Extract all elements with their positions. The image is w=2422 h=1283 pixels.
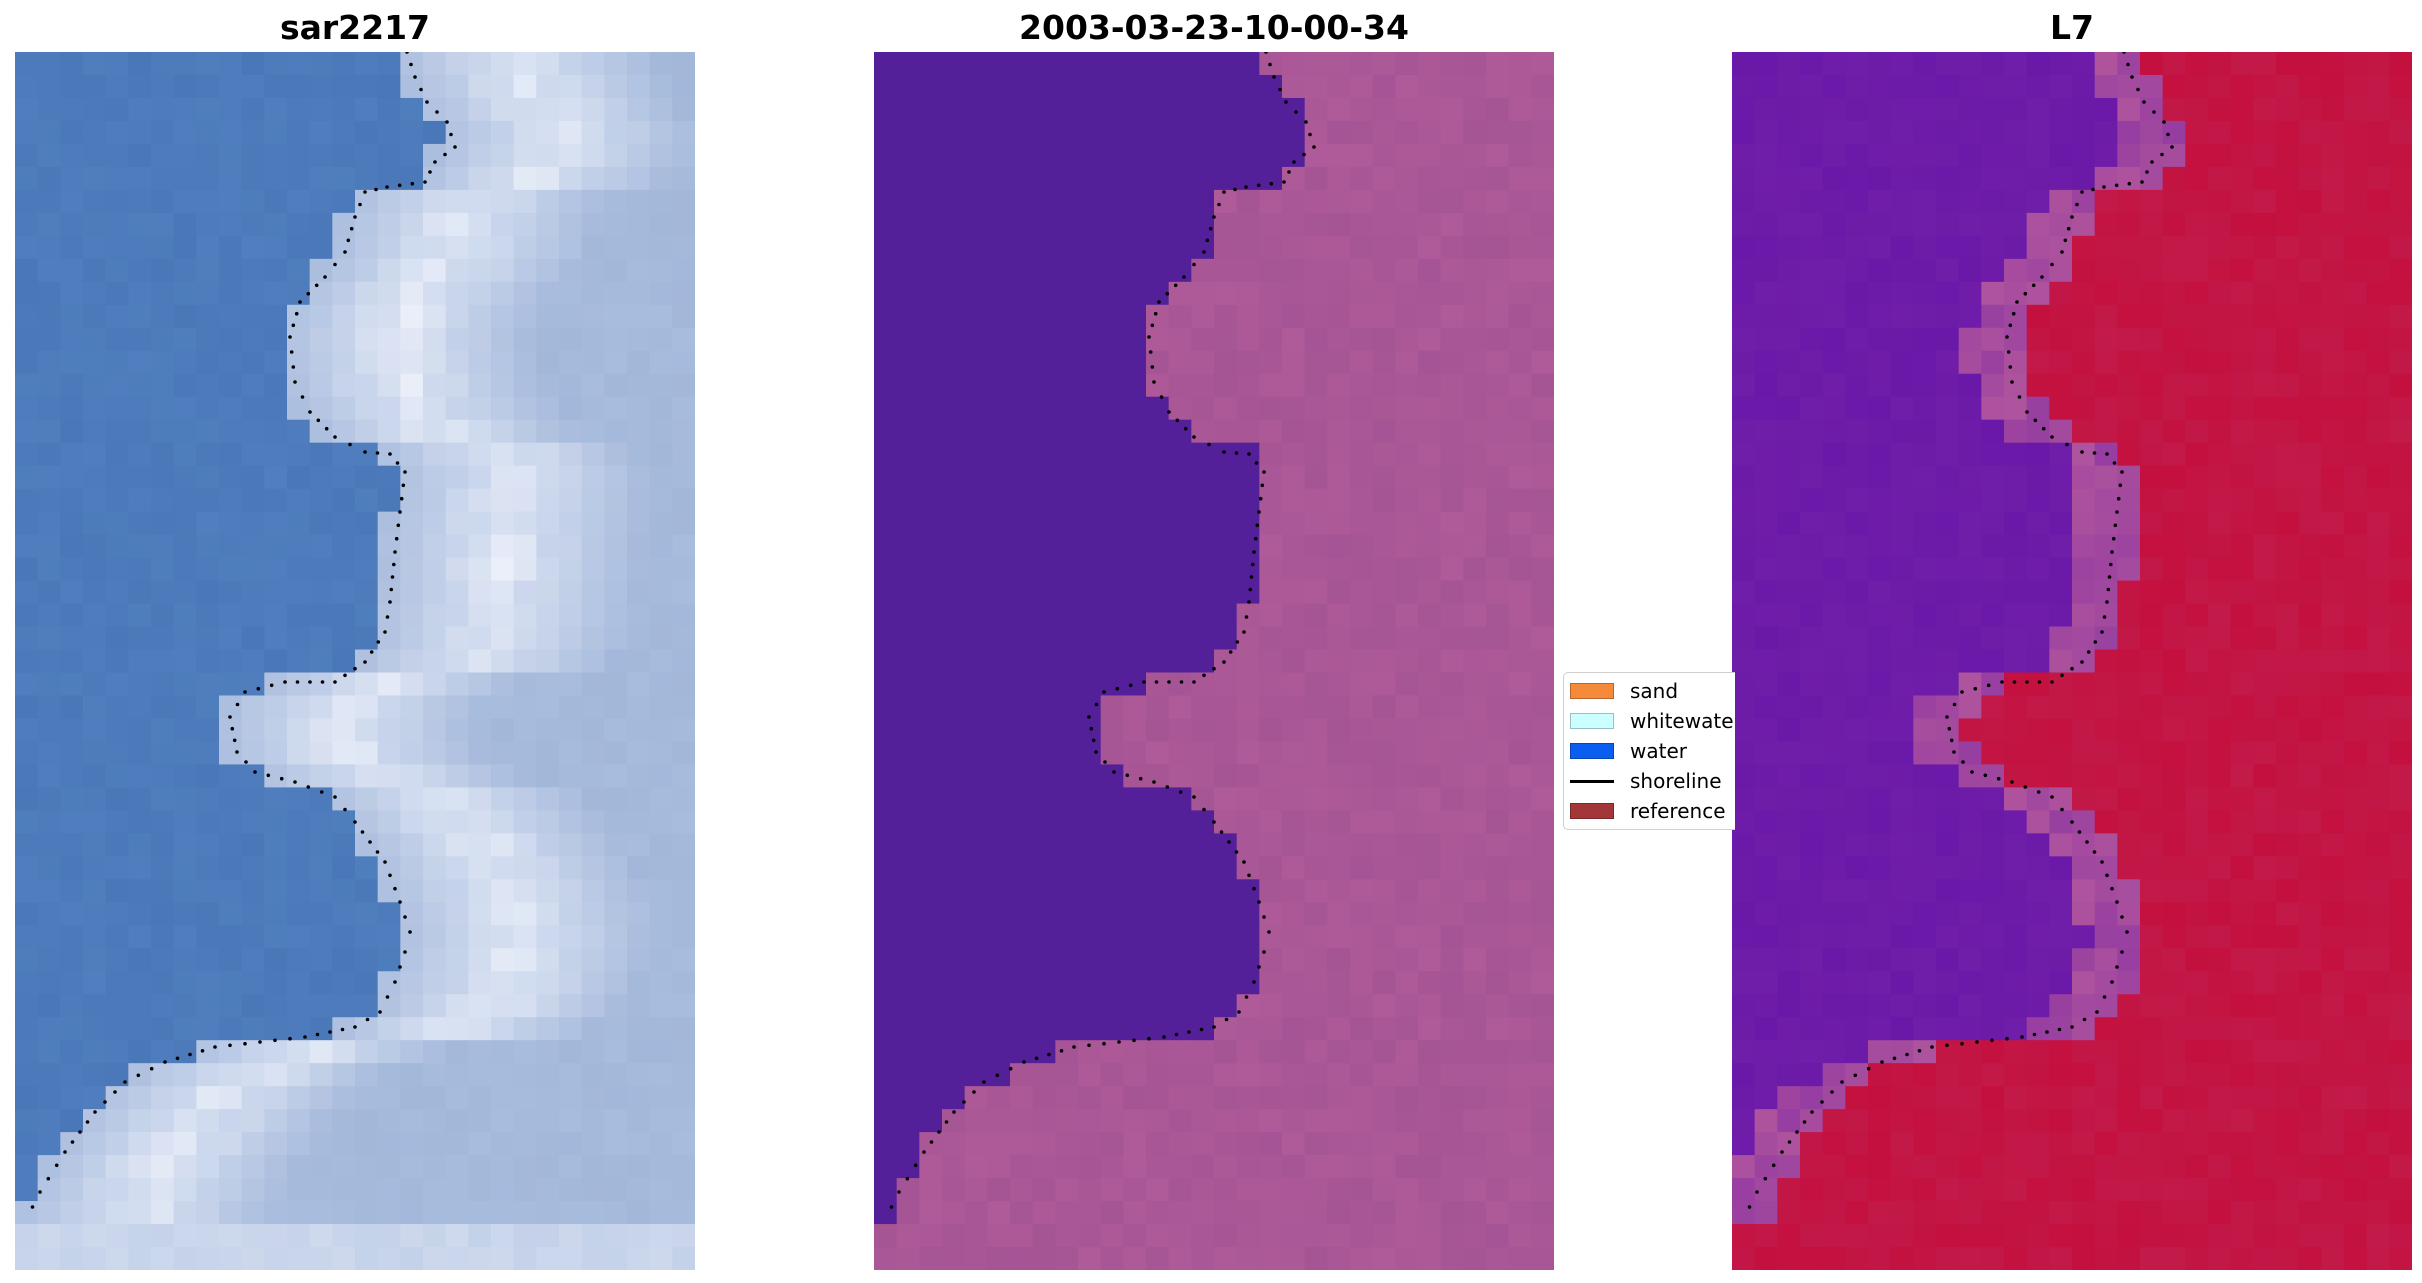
legend-item-water: water	[1564, 737, 1687, 765]
rgb-image-shoreline	[30, 52, 457, 1209]
legend-item-sand: sand	[1564, 677, 1678, 705]
panel-title-rgb: sar2217	[279, 8, 431, 47]
legend-item-whitewater: whitewater	[1564, 707, 1735, 735]
legend-label-whitewater: whitewater	[1630, 709, 1735, 733]
legend: sand whitewater water shoreline referenc…	[1563, 672, 1735, 830]
classified-image-shoreline	[889, 52, 1316, 1209]
index-image-shoreline	[1747, 52, 2174, 1209]
rgb-image-panel	[15, 52, 695, 1270]
legend-swatch-shoreline	[1570, 779, 1614, 783]
panel-title-index: L7	[2050, 8, 2094, 47]
legend-label-shoreline: shoreline	[1630, 769, 1722, 793]
legend-item-shoreline: shoreline	[1564, 767, 1722, 795]
legend-label-reference: reference	[1630, 799, 1726, 823]
legend-swatch-water	[1570, 743, 1614, 759]
classified-image	[874, 52, 1554, 1270]
classified-image-panel	[874, 52, 1554, 1270]
index-image-panel	[1732, 52, 2412, 1270]
legend-swatch-sand	[1570, 683, 1614, 699]
legend-swatch-whitewater	[1570, 713, 1614, 729]
legend-label-sand: sand	[1630, 679, 1679, 703]
rgb-image	[15, 52, 695, 1270]
legend-item-reference: reference	[1564, 797, 1726, 825]
panel-title-classified: 2003-03-23-10-00-34	[1019, 8, 1409, 47]
legend-label-water: water	[1630, 739, 1687, 763]
legend-swatch-reference	[1570, 803, 1614, 819]
index-image	[1732, 52, 2412, 1270]
